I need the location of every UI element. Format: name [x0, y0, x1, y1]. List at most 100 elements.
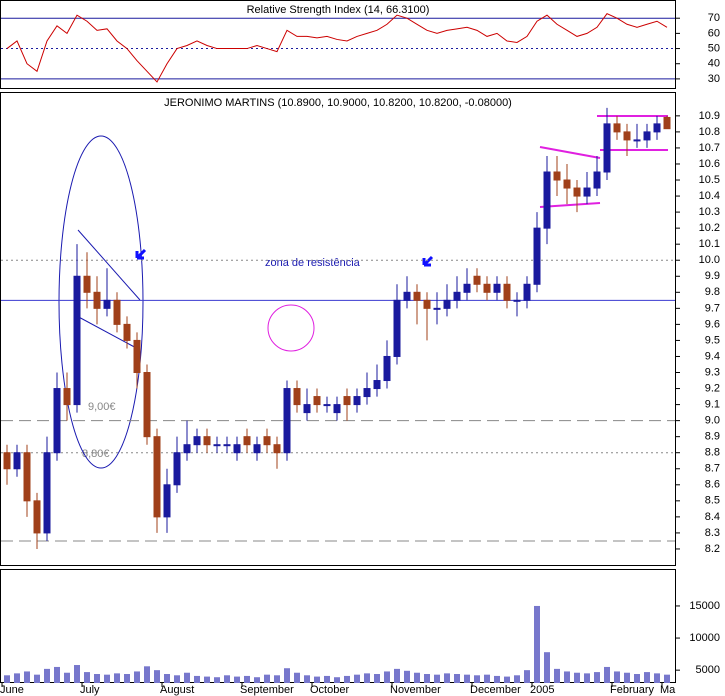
candle-body	[83, 275, 91, 293]
volume-bar	[214, 677, 220, 683]
volume-bar	[224, 675, 230, 683]
candle-body	[353, 396, 361, 406]
candle-body	[213, 444, 221, 447]
candle-body	[323, 404, 331, 407]
candle-body	[273, 444, 281, 454]
x-tick-label: August	[160, 684, 194, 696]
y-tick-label: 9.9	[705, 270, 720, 282]
candle-body	[313, 396, 321, 406]
candle-body	[663, 116, 671, 130]
y-tick-label: 8.6	[705, 479, 720, 491]
candle-body	[223, 444, 231, 447]
y-tick-label: 60	[708, 27, 720, 39]
y-tick-label: 8.8	[705, 447, 720, 459]
y-tick-label: 10.2	[699, 222, 720, 234]
volume-bar	[444, 673, 450, 683]
candle-body	[203, 436, 211, 446]
candle-body	[383, 355, 391, 382]
volume-bar	[664, 674, 670, 683]
candle-body	[133, 339, 141, 374]
volume-bar	[384, 671, 390, 683]
candle-body	[413, 291, 421, 301]
candle-body	[493, 283, 501, 293]
y-tick-label: 40	[708, 58, 720, 70]
candle-body	[43, 452, 51, 534]
candle-body	[563, 179, 571, 189]
volume-bar	[234, 676, 240, 683]
candle-body	[163, 484, 171, 518]
annotation: 9,00€	[88, 401, 116, 413]
y-tick-label: 8.4	[705, 511, 720, 523]
volume-bar	[104, 674, 110, 683]
volume-bar	[604, 666, 610, 683]
y-tick-label: 9.4	[705, 350, 720, 362]
candle-body	[123, 323, 131, 341]
volume-bar	[364, 673, 370, 683]
candle-body	[363, 388, 371, 398]
volume-bar	[544, 652, 550, 683]
trendline	[74, 314, 141, 351]
y-tick-label: 10.6	[699, 158, 720, 170]
candle-body	[73, 275, 81, 406]
trendline	[77, 229, 141, 301]
candle-body	[583, 187, 591, 197]
candle-body	[503, 283, 511, 301]
candle-body	[523, 283, 531, 301]
volume-bar	[374, 674, 380, 683]
candle-body	[333, 404, 341, 414]
volume-bar	[404, 670, 410, 683]
y-tick-label: 9.1	[705, 398, 720, 410]
candle-body	[593, 171, 601, 189]
trendline	[539, 146, 601, 159]
x-tick-label: June	[0, 684, 24, 696]
y-tick-label: 9.2	[705, 382, 720, 394]
y-tick-label: 8.9	[705, 431, 720, 443]
volume-bar	[284, 668, 290, 683]
y-tick-label: 10000	[689, 632, 720, 644]
candle-body	[433, 307, 441, 310]
volume-bar	[454, 674, 460, 683]
arrow	[422, 255, 434, 267]
volume-bar	[204, 676, 210, 683]
y-tick-label: 5000	[696, 664, 720, 676]
candle-body	[473, 275, 481, 285]
y-tick-label: 8.5	[705, 495, 720, 507]
volume-bar	[484, 674, 490, 683]
volume-bar	[524, 670, 530, 683]
volume-bar	[424, 674, 430, 683]
volume-bar	[74, 665, 80, 683]
candle-body	[33, 500, 41, 534]
volume-bar	[54, 666, 60, 683]
candle-body	[23, 452, 31, 502]
volume-bar	[94, 674, 100, 683]
volume-bar	[534, 605, 540, 683]
candle-body	[643, 131, 651, 141]
candle-body	[483, 283, 491, 293]
price-panel	[0, 92, 676, 566]
volume-bar	[474, 675, 480, 683]
candle-body	[613, 123, 621, 133]
candle-body	[103, 299, 111, 309]
x-tick-label: November	[390, 684, 441, 696]
rsi-panel	[0, 0, 676, 89]
y-tick-label: 8.2	[705, 543, 720, 555]
volume-bar	[614, 671, 620, 683]
candle-body	[603, 123, 611, 173]
volume-bar	[144, 666, 150, 683]
volume-bar	[654, 673, 660, 683]
volume-bar	[184, 672, 190, 683]
y-tick-label: 9.3	[705, 366, 720, 378]
candle-body	[3, 452, 11, 470]
annotation: 8,80€	[82, 448, 110, 460]
y-tick-label: 8.7	[705, 463, 720, 475]
y-tick-label: 10.1	[699, 238, 720, 250]
circle	[267, 304, 315, 352]
volume-bar	[84, 672, 90, 683]
candle-body	[623, 131, 631, 141]
x-tick-label: July	[80, 684, 100, 696]
volume-bar	[464, 674, 470, 683]
volume-bar	[514, 675, 520, 683]
candle-body	[463, 283, 471, 293]
y-tick-label: 9.5	[705, 334, 720, 346]
candle-body	[403, 291, 411, 301]
